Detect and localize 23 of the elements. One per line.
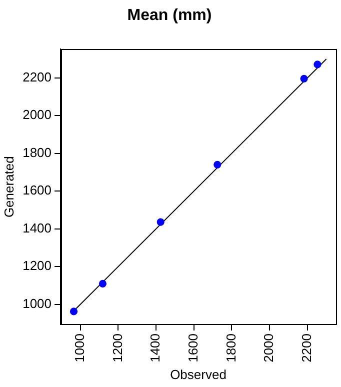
y-axis-title: Generated	[1, 156, 16, 218]
x-tick-label: 2200	[299, 333, 314, 362]
x-tick-label: 1400	[148, 333, 163, 362]
x-axis-title: Observed	[170, 366, 226, 382]
x-tick-label: 1200	[110, 333, 125, 362]
point	[314, 60, 322, 68]
y-tick-label: 2200	[22, 69, 52, 84]
point	[98, 280, 107, 288]
chart-title: Mean (mm)	[127, 7, 212, 24]
y-tick-label: 1000	[22, 296, 52, 311]
x-tick-label: 1800	[223, 333, 238, 362]
point	[300, 74, 308, 82]
x-tick-label: 1000	[72, 333, 87, 362]
point	[70, 308, 78, 316]
y-tick-label: 1800	[22, 144, 52, 160]
y-tick-label: 1400	[22, 220, 52, 236]
y-tick-label: 2000	[22, 107, 52, 122]
y-tick-label: 1200	[22, 258, 52, 274]
x-tick-label: 1600	[185, 333, 200, 362]
point	[214, 160, 222, 168]
x-tick-label: 2000	[261, 333, 276, 362]
point	[156, 218, 164, 226]
y-tick-label: 1600	[22, 182, 52, 198]
